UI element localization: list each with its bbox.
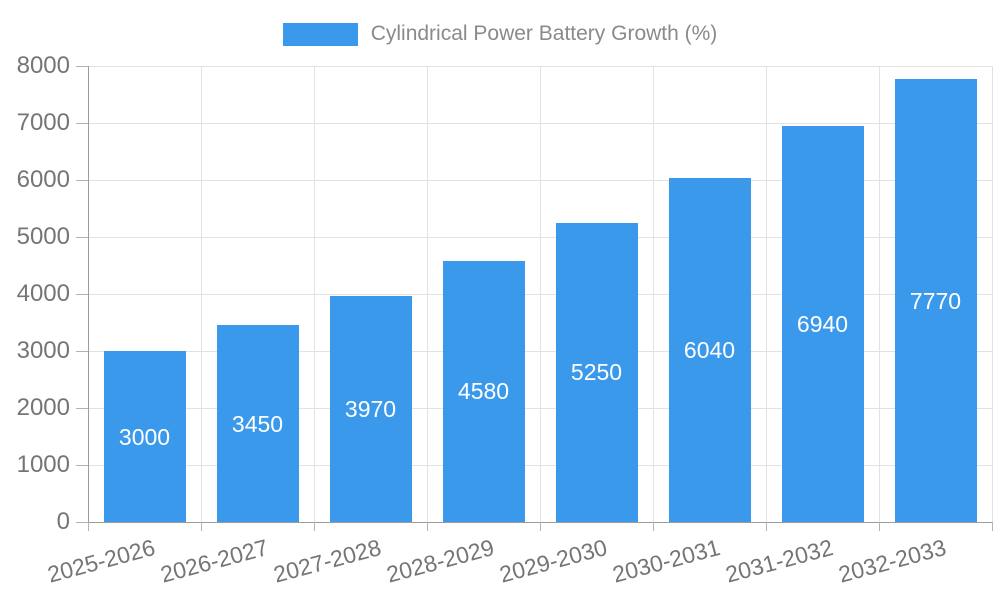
gridline-vertical (992, 66, 993, 522)
y-axis-tick (76, 123, 88, 124)
x-axis-tick (992, 522, 993, 531)
y-axis-tick (76, 408, 88, 409)
x-axis-tick (540, 522, 541, 531)
y-tick-label: 8000 (16, 52, 70, 79)
gridline-vertical (201, 66, 202, 522)
bar-value-label: 3970 (344, 395, 397, 422)
y-axis-tick (76, 351, 88, 352)
x-tick-label: 2030-2031 (609, 534, 723, 588)
gridline-vertical (879, 66, 880, 522)
x-tick-label: 2026-2027 (157, 534, 271, 588)
x-axis-tick (879, 522, 880, 531)
x-axis-tick (314, 522, 315, 531)
x-axis-tick (201, 522, 202, 531)
bar[interactable]: 6940 (781, 126, 864, 522)
y-axis-tick (76, 180, 88, 181)
bar-value-label: 3450 (231, 410, 284, 437)
y-tick-label: 3000 (16, 337, 70, 364)
bar-value-label: 3000 (118, 423, 171, 450)
y-axis-tick (76, 522, 88, 523)
bar-value-label: 5250 (570, 359, 623, 386)
bar[interactable]: 3970 (329, 295, 412, 522)
bar[interactable]: 3000 (103, 351, 186, 522)
bar[interactable]: 7770 (894, 79, 977, 522)
y-tick-label: 0 (56, 508, 70, 535)
legend-label: Cylindrical Power Battery Growth (%) (370, 22, 718, 45)
y-axis-tick (76, 237, 88, 238)
gridline-vertical (427, 66, 428, 522)
y-axis-tick (76, 66, 88, 67)
bar[interactable]: 3450 (216, 325, 299, 522)
y-tick-label: 5000 (16, 223, 70, 250)
bar-value-label: 4580 (457, 378, 510, 405)
legend-swatch (282, 22, 358, 46)
y-axis-tick (76, 465, 88, 466)
x-tick-label: 2028-2029 (383, 534, 497, 588)
x-axis-tick (427, 522, 428, 531)
x-tick-label: 2031-2032 (722, 534, 836, 588)
bar[interactable]: 4580 (442, 260, 525, 522)
x-tick-label: 2025-2026 (44, 534, 158, 588)
bar[interactable]: 5250 (555, 222, 638, 522)
gridline-vertical (766, 66, 767, 522)
bar[interactable]: 6040 (668, 177, 751, 522)
x-axis-tick (88, 522, 89, 531)
legend[interactable]: Cylindrical Power Battery Growth (%) (0, 21, 1000, 47)
y-tick-label: 1000 (16, 451, 70, 478)
y-tick-label: 7000 (16, 109, 70, 136)
x-axis-tick (766, 522, 767, 531)
x-tick-label: 2032-2033 (835, 534, 949, 588)
y-tick-label: 6000 (16, 166, 70, 193)
y-tick-label: 4000 (16, 280, 70, 307)
gridline-vertical (653, 66, 654, 522)
x-axis-tick (653, 522, 654, 531)
y-axis-line (88, 66, 89, 522)
gridline-vertical (314, 66, 315, 522)
x-tick-label: 2027-2028 (270, 534, 384, 588)
bar-value-label: 6040 (683, 336, 736, 363)
bar-value-label: 7770 (909, 287, 962, 314)
x-tick-label: 2029-2030 (496, 534, 610, 588)
y-axis-tick (76, 294, 88, 295)
bar-value-label: 6940 (796, 311, 849, 338)
gridline-vertical (540, 66, 541, 522)
y-tick-label: 2000 (16, 394, 70, 421)
